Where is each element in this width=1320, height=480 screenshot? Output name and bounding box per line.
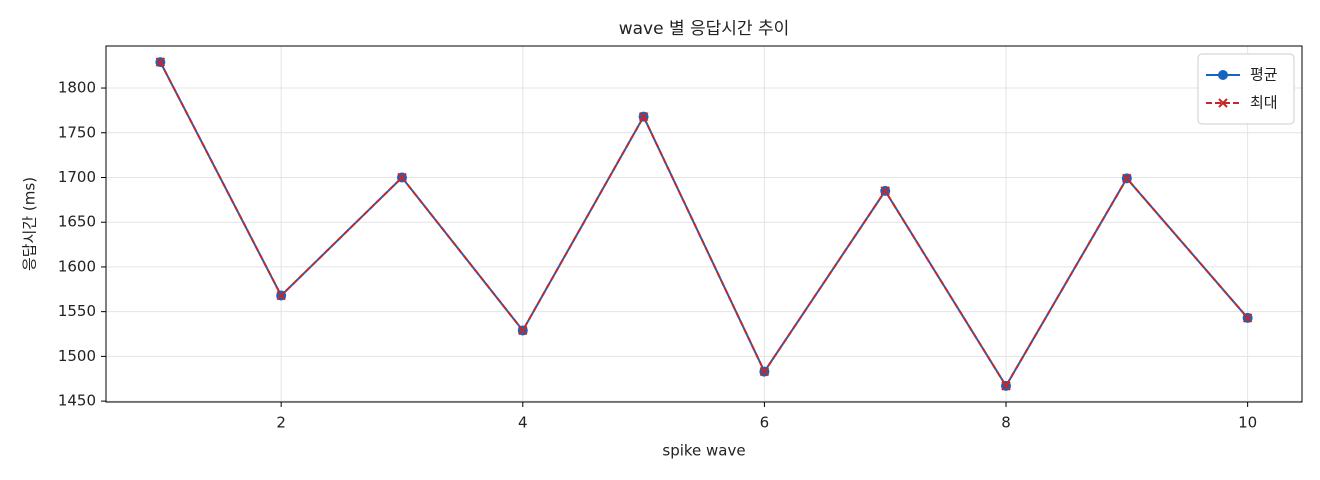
marker xyxy=(276,290,286,301)
marker-x xyxy=(155,57,166,67)
marker xyxy=(518,325,528,336)
marker xyxy=(638,111,649,122)
y-tick-label: 1650 xyxy=(58,213,96,231)
x-axis-label: spike wave xyxy=(662,442,745,460)
series-line xyxy=(159,61,1249,388)
marker-x xyxy=(1001,381,1011,391)
marker xyxy=(759,366,770,377)
marker-x xyxy=(759,366,770,377)
y-tick-label: 1550 xyxy=(58,302,96,320)
marker-x xyxy=(638,111,649,122)
marker-x xyxy=(1242,313,1253,323)
x-tick-label: 10 xyxy=(1238,414,1257,432)
marker xyxy=(880,186,890,196)
marker xyxy=(1001,381,1011,391)
marker xyxy=(155,57,166,67)
y-tick-label: 1600 xyxy=(58,257,96,275)
legend-box xyxy=(1197,53,1295,125)
marker-x xyxy=(397,172,407,183)
marker xyxy=(1218,70,1228,80)
marker-x xyxy=(1122,173,1132,184)
x-tick-label: 4 xyxy=(518,414,528,432)
marker xyxy=(1218,98,1228,108)
marker-x xyxy=(1218,98,1228,108)
y-tick-label: 1800 xyxy=(58,79,96,97)
legend-label: 평균 xyxy=(1250,66,1278,84)
chart-title: wave 별 응답시간 추이 xyxy=(619,19,790,39)
marker xyxy=(1122,173,1132,184)
marker xyxy=(1242,313,1253,323)
x-tick-label: 6 xyxy=(760,414,770,432)
x-tick-label: 2 xyxy=(276,414,286,432)
marker-x xyxy=(880,186,890,196)
plot-frame xyxy=(105,45,1303,403)
x-tick-label: 8 xyxy=(1001,414,1011,432)
y-tick-label: 1500 xyxy=(58,347,96,365)
y-axis-label: 응답시간 (ms) xyxy=(21,177,39,271)
marker xyxy=(397,172,407,183)
y-tick-label: 1450 xyxy=(58,392,96,410)
marker-x xyxy=(276,290,286,301)
legend-label: 최대 xyxy=(1250,94,1278,112)
y-tick-label: 1750 xyxy=(58,123,96,141)
marker-x xyxy=(518,325,528,336)
y-tick-label: 1700 xyxy=(58,168,96,186)
